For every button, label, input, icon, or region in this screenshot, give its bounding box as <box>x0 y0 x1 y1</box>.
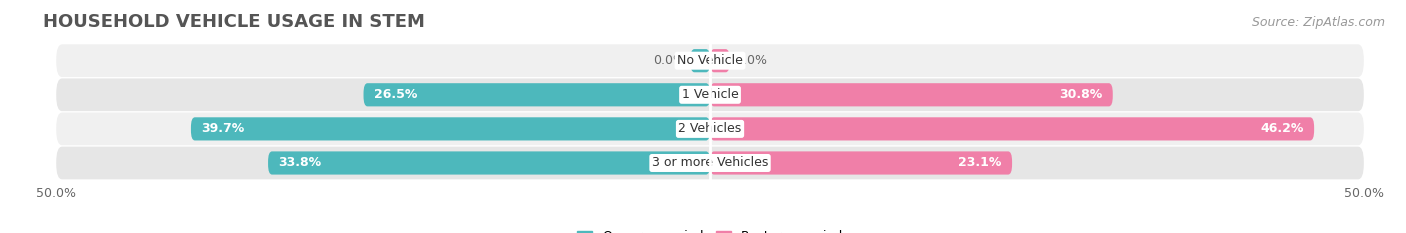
FancyBboxPatch shape <box>56 147 1364 179</box>
Text: Source: ZipAtlas.com: Source: ZipAtlas.com <box>1251 16 1385 29</box>
Text: 26.5%: 26.5% <box>374 88 418 101</box>
FancyBboxPatch shape <box>56 113 1364 145</box>
Text: 30.8%: 30.8% <box>1059 88 1102 101</box>
FancyBboxPatch shape <box>191 117 710 140</box>
FancyBboxPatch shape <box>56 44 1364 77</box>
Text: 46.2%: 46.2% <box>1260 122 1303 135</box>
Legend: Owner-occupied, Renter-occupied: Owner-occupied, Renter-occupied <box>572 225 848 233</box>
Text: HOUSEHOLD VEHICLE USAGE IN STEM: HOUSEHOLD VEHICLE USAGE IN STEM <box>44 13 425 31</box>
FancyBboxPatch shape <box>690 49 710 72</box>
FancyBboxPatch shape <box>364 83 710 106</box>
Text: 1 Vehicle: 1 Vehicle <box>682 88 738 101</box>
Text: 39.7%: 39.7% <box>201 122 245 135</box>
FancyBboxPatch shape <box>710 49 730 72</box>
FancyBboxPatch shape <box>710 83 1112 106</box>
FancyBboxPatch shape <box>710 117 1315 140</box>
FancyBboxPatch shape <box>56 79 1364 111</box>
Text: No Vehicle: No Vehicle <box>678 54 742 67</box>
FancyBboxPatch shape <box>269 151 710 175</box>
Text: 2 Vehicles: 2 Vehicles <box>679 122 741 135</box>
FancyBboxPatch shape <box>710 151 1012 175</box>
Text: 0.0%: 0.0% <box>735 54 766 67</box>
Text: 33.8%: 33.8% <box>278 157 322 169</box>
Text: 3 or more Vehicles: 3 or more Vehicles <box>652 157 768 169</box>
Text: 0.0%: 0.0% <box>654 54 685 67</box>
Text: 23.1%: 23.1% <box>959 157 1001 169</box>
